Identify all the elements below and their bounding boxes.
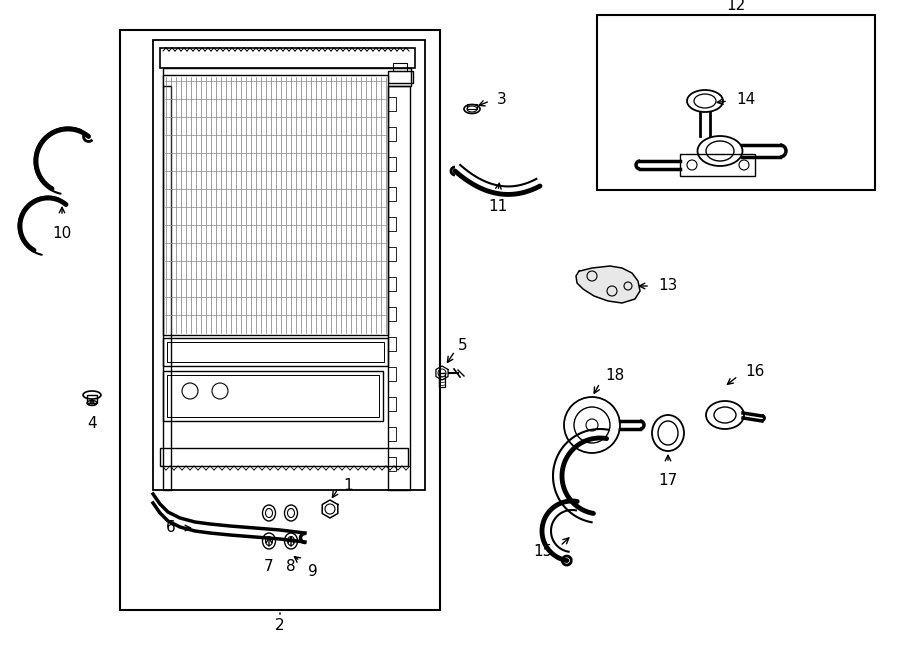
Bar — [163, 371, 383, 421]
Bar — [388, 307, 396, 321]
Text: 2: 2 — [275, 617, 284, 633]
Bar — [388, 127, 396, 141]
Text: 8: 8 — [286, 559, 296, 574]
Bar — [388, 337, 396, 351]
Bar — [388, 157, 396, 171]
Text: 10: 10 — [52, 226, 72, 241]
Bar — [388, 397, 396, 411]
Bar — [388, 457, 396, 471]
Text: 13: 13 — [658, 278, 678, 293]
Text: 15: 15 — [534, 543, 553, 559]
Bar — [388, 187, 396, 201]
Bar — [439, 373, 445, 387]
Bar — [167, 375, 379, 417]
Text: 9: 9 — [308, 564, 318, 579]
Bar — [467, 104, 477, 109]
Text: 14: 14 — [736, 93, 755, 108]
Text: 3: 3 — [497, 91, 507, 106]
Bar — [388, 367, 396, 381]
Bar — [163, 75, 388, 335]
Bar — [388, 247, 396, 261]
Polygon shape — [576, 266, 640, 303]
Bar — [153, 40, 425, 490]
Text: 5: 5 — [458, 338, 468, 354]
Text: 7: 7 — [265, 559, 274, 574]
Bar — [388, 277, 396, 291]
Text: 4: 4 — [87, 416, 97, 431]
Text: 1: 1 — [343, 479, 353, 494]
Bar — [597, 15, 875, 190]
Bar — [120, 30, 440, 610]
Text: 6: 6 — [166, 520, 176, 535]
Bar — [388, 217, 396, 231]
Bar — [87, 395, 97, 403]
Bar — [160, 48, 415, 68]
Bar — [393, 63, 407, 71]
Bar — [160, 448, 408, 466]
Bar — [163, 338, 388, 366]
Text: 11: 11 — [489, 199, 508, 214]
Text: 17: 17 — [659, 473, 678, 488]
Bar — [163, 68, 411, 86]
Text: 16: 16 — [745, 364, 764, 379]
Text: 18: 18 — [605, 368, 625, 383]
Bar — [388, 97, 396, 111]
Bar — [163, 86, 171, 490]
Bar — [388, 86, 410, 490]
Bar — [388, 427, 396, 441]
Bar — [167, 342, 384, 362]
Bar — [680, 154, 755, 176]
Bar — [388, 71, 413, 83]
Text: 12: 12 — [726, 0, 745, 13]
